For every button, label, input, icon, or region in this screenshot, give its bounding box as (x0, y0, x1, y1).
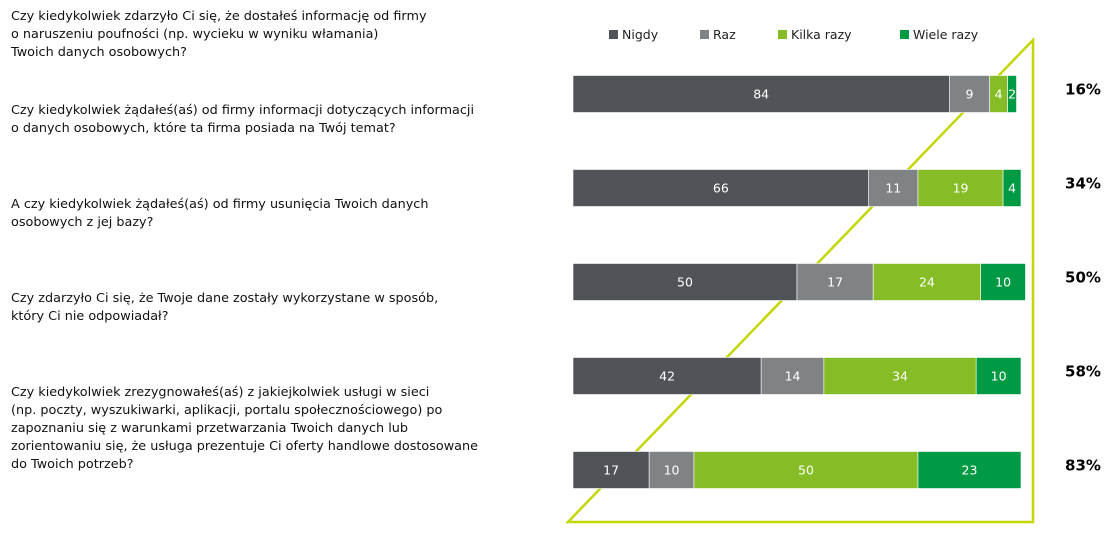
value-label: 66 (713, 181, 729, 196)
bar-segment (572, 169, 869, 207)
value-label: 84 (753, 87, 769, 102)
value-label: 10 (664, 463, 680, 478)
value-label: 2 (1008, 87, 1016, 102)
bar-segment (648, 451, 695, 489)
value-label: 17 (827, 275, 843, 290)
legend-swatch (609, 30, 618, 39)
bar-segment (868, 169, 919, 207)
question-line: Twoich danych osobowych? (10, 45, 187, 60)
value-label: 10 (991, 369, 1007, 384)
question-line: Czy kiedykolwiek zdarzyło Ci się, że dos… (11, 9, 427, 24)
bar-segment (572, 357, 762, 395)
bar-segment (760, 357, 825, 395)
bar-segment (917, 451, 1022, 489)
question: Czy kiedykolwiek żądałeś(aś) od firmy in… (11, 103, 474, 136)
value-label: 10 (995, 275, 1011, 290)
summary-label: 58% (1065, 363, 1101, 381)
value-label: 23 (962, 463, 978, 478)
summary-label: 34% (1065, 175, 1101, 193)
value-label: 9 (966, 87, 974, 102)
question-line: (np. poczty, wyszukiwarki, aplikacji, po… (11, 403, 443, 418)
question-line: o danych osobowych, które ta firma posia… (11, 121, 396, 136)
bar-segment (949, 75, 990, 113)
question-line: A czy kiedykolwiek żądałeś(aś) od firmy … (11, 197, 428, 212)
value-label: 19 (953, 181, 969, 196)
question: Czy kiedykolwiek zrezygnowałeś(aś) z jak… (11, 385, 478, 472)
bar-segment (823, 357, 977, 395)
value-label: 4 (1008, 181, 1016, 196)
value-label: 34 (892, 369, 908, 384)
value-label: 4 (995, 87, 1003, 102)
legend-label: Nigdy (622, 27, 659, 42)
bar-segment (572, 263, 798, 301)
value-label: 11 (885, 181, 901, 196)
value-label: 50 (677, 275, 693, 290)
question-line: Czy kiedykolwiek zrezygnowałeś(aś) z jak… (11, 385, 429, 400)
bar-segment (917, 169, 1004, 207)
question-line: do Twoich potrzeb? (11, 457, 134, 472)
bar-segment (980, 263, 1026, 301)
value-label: 50 (798, 463, 814, 478)
bar-segment (572, 75, 950, 113)
question-line: zapoznaniu się z warunkami przetwarzania… (11, 421, 408, 436)
bar-segment (975, 357, 1022, 395)
question-line: Czy zdarzyło Ci się, że Twoje dane zosta… (11, 291, 438, 306)
value-label: 17 (603, 463, 619, 478)
question-line: osobowych z jej bazy? (11, 215, 153, 230)
legend-swatch (700, 30, 709, 39)
bar-segment (872, 263, 981, 301)
bar-segment (1007, 75, 1017, 113)
bar-segment (796, 263, 874, 301)
question: A czy kiedykolwiek żądałeś(aś) od firmy … (11, 197, 428, 230)
legend-swatch (778, 30, 787, 39)
summary-label: 83% (1065, 457, 1101, 475)
value-label: 14 (785, 369, 801, 384)
summary-label: 50% (1065, 269, 1101, 287)
question: Czy zdarzyło Ci się, że Twoje dane zosta… (11, 291, 438, 324)
question-line: Czy kiedykolwiek żądałeś(aś) od firmy in… (11, 103, 474, 118)
question: Czy kiedykolwiek zdarzyło Ci się, że dos… (10, 9, 427, 60)
value-label: 42 (659, 369, 675, 384)
legend-label: Raz (713, 27, 736, 42)
bar-segment (693, 451, 919, 489)
legend-label: Wiele razy (913, 27, 979, 42)
question-line: o naruszeniu poufności (np. wycieku w wy… (11, 27, 378, 42)
legend-label: Kilka razy (791, 27, 852, 42)
bar-segment (1002, 169, 1022, 207)
bar-segment (572, 451, 650, 489)
legend-swatch (900, 30, 909, 39)
summary-label: 16% (1065, 81, 1101, 99)
value-label: 24 (919, 275, 935, 290)
question-line: który Ci nie odpowiadał? (11, 309, 169, 324)
question-line: zorientowaniu się, że usługa prezentuje … (11, 439, 478, 454)
